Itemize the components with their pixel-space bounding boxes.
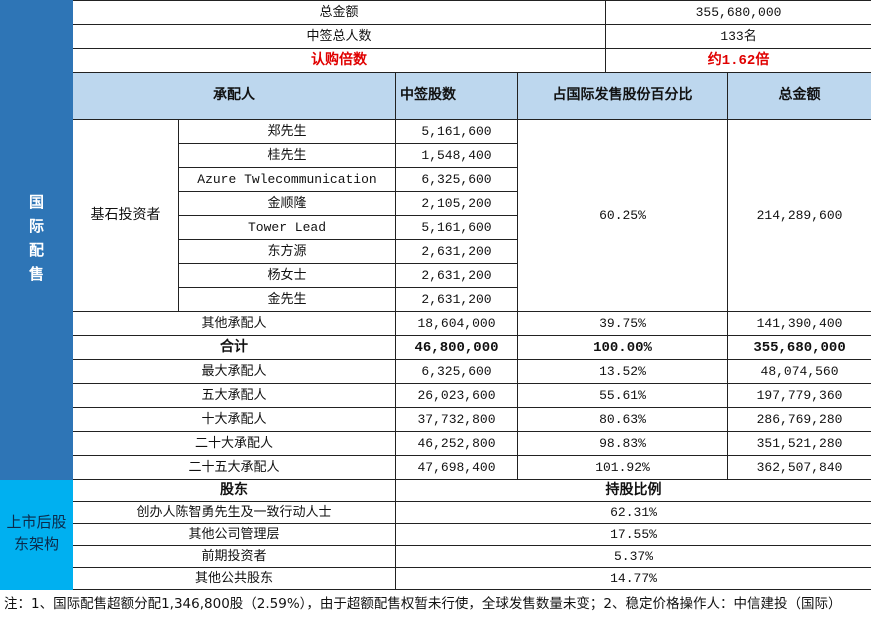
row-shares: 6,325,600 <box>395 359 518 384</box>
subscription-label: 认购倍数 <box>71 48 607 73</box>
header-ratio: 持股比例 <box>394 479 871 502</box>
row-percent: 55.61% <box>516 383 729 408</box>
row-amount: 351,521,280 <box>727 431 871 456</box>
table-row: 东方源 2,631,200 <box>1 239 871 264</box>
investor-shares: 5,161,600 <box>395 119 518 144</box>
section-post-label: 上市后股东架构 <box>6 514 67 554</box>
table-row: 五大承配人 26,023,600 55.61% 197,779,360 <box>1 383 871 408</box>
row-amount: 141,390,400 <box>727 311 871 336</box>
table-row: 二十五大承配人 47,698,400 101.92% 362,507,840 <box>1 455 871 480</box>
row-shares: 26,023,600 <box>395 383 518 408</box>
row-label: 合计 <box>72 335 396 360</box>
table-row: 其他承配人 18,604,000 39.75% 141,390,400 <box>1 311 871 336</box>
holder-ratio: 62.31% <box>394 501 871 524</box>
cornerstone-label: 基石投资者 <box>72 119 179 312</box>
header-shares: 中签股数 <box>395 72 518 120</box>
total-row: 合计 46,800,000 100.00% 355,680,000 <box>1 335 871 360</box>
row-amount: 362,507,840 <box>727 455 871 480</box>
table-row: 金顺隆 2,105,200 <box>1 191 871 216</box>
investor-shares: 2,631,200 <box>395 263 518 288</box>
total-amount-label: 总金额 <box>71 0 607 25</box>
section-post-listing: 上市后股东架构 <box>0 479 73 590</box>
row-label: 最大承配人 <box>72 359 396 384</box>
row-label: 二十大承配人 <box>72 431 396 456</box>
total-amount-row: 国际配售 总金额 355,680,000 <box>0 0 871 480</box>
row-label: 五大承配人 <box>72 383 396 408</box>
holder-ratio: 14.77% <box>394 567 871 590</box>
investor-name: 金先生 <box>178 287 396 312</box>
shareholder-row: 其他公司管理层 17.55% <box>1 523 871 546</box>
investor-name: 金顺隆 <box>178 191 396 216</box>
table-row: 最大承配人 6,325,600 13.52% 48,074,560 <box>1 359 871 384</box>
row-label: 二十五大承配人 <box>72 455 396 480</box>
row-label: 十大承配人 <box>72 407 396 432</box>
row-amount: 197,779,360 <box>727 383 871 408</box>
row-shares: 37,732,800 <box>395 407 518 432</box>
table-row: 桂先生 1,548,400 <box>1 143 871 168</box>
section-intl-placement: 国际配售 <box>0 0 73 480</box>
cornerstone-amount: 214,289,600 <box>727 119 871 312</box>
table-row: 二十大承配人 46,252,800 98.83% 351,521,280 <box>1 431 871 456</box>
holder-name: 前期投资者 <box>72 545 396 568</box>
investor-shares: 2,631,200 <box>395 239 518 264</box>
table-row: 十大承配人 37,732,800 80.63% 286,769,280 <box>1 407 871 432</box>
header-percent: 占国际发售股份百分比 <box>516 72 729 120</box>
table-row: 杨女士 2,631,200 <box>1 263 871 288</box>
holder-name: 创办人陈智勇先生及一致行动人士 <box>72 501 396 524</box>
cornerstone-percent: 60.25% <box>516 119 729 312</box>
holder-ratio: 5.37% <box>394 545 871 568</box>
investor-shares: 6,325,600 <box>395 167 518 192</box>
ipo-allocation-table: 国际配售 总金额 355,680,000 中签总人数 133名 认购倍数 约1.… <box>0 0 871 590</box>
row-amount: 355,680,000 <box>727 335 871 360</box>
investor-shares: 2,105,200 <box>395 191 518 216</box>
row-percent: 13.52% <box>516 359 729 384</box>
shareholder-header-row: 上市后股东架构 股东 持股比例 <box>0 479 871 590</box>
investor-shares: 1,548,400 <box>395 143 518 168</box>
holder-name: 其他公司管理层 <box>72 523 396 546</box>
subscription-value: 约1.62倍 <box>605 48 871 73</box>
row-percent: 80.63% <box>516 407 729 432</box>
investor-name: Tower Lead <box>178 215 396 240</box>
row-amount: 286,769,280 <box>727 407 871 432</box>
investor-name: 杨女士 <box>178 263 396 288</box>
row-shares: 18,604,000 <box>395 311 518 336</box>
header-holder: 股东 <box>72 479 396 502</box>
section-intl-label: 国际配售 <box>28 195 44 284</box>
holder-ratio: 17.55% <box>394 523 871 546</box>
investor-name: 桂先生 <box>178 143 396 168</box>
winners-label: 中签总人数 <box>71 24 607 49</box>
header-row: 承配人 中签股数 占国际发售股份百分比 总金额 <box>1 72 871 120</box>
row-percent: 98.83% <box>516 431 729 456</box>
header-amount: 总金额 <box>727 72 871 120</box>
row-percent: 39.75% <box>516 311 729 336</box>
row-shares: 47,698,400 <box>395 455 518 480</box>
row-percent: 100.00% <box>516 335 729 360</box>
investor-name: 东方源 <box>178 239 396 264</box>
row-shares: 46,800,000 <box>395 335 518 360</box>
winners-row: 中签总人数 133名 <box>1 24 871 49</box>
shareholder-row: 创办人陈智勇先生及一致行动人士 62.31% <box>1 501 871 524</box>
shareholder-row: 其他公共股东 14.77% <box>1 567 871 590</box>
footnote: 注：1、国际配售超额分配1,346,800股（2.59%），由于超额配售权暂未行… <box>4 596 842 612</box>
investor-name: 郑先生 <box>178 119 396 144</box>
table-row: 金先生 2,631,200 <box>1 287 871 312</box>
row-label: 其他承配人 <box>72 311 396 336</box>
row-shares: 46,252,800 <box>395 431 518 456</box>
table-row: Tower Lead 5,161,600 <box>1 215 871 240</box>
investor-shares: 2,631,200 <box>395 287 518 312</box>
subscription-row: 认购倍数 约1.62倍 <box>1 48 871 73</box>
shareholder-row: 前期投资者 5.37% <box>1 545 871 568</box>
row-percent: 101.92% <box>516 455 729 480</box>
investor-name: Azure Twlecommunication <box>178 167 396 192</box>
row-amount: 48,074,560 <box>727 359 871 384</box>
winners-value: 133名 <box>605 24 871 49</box>
investor-shares: 5,161,600 <box>395 215 518 240</box>
total-amount-value: 355,680,000 <box>605 0 871 25</box>
holder-name: 其他公共股东 <box>72 567 396 590</box>
header-underwriter: 承配人 <box>72 72 396 120</box>
table-row: 基石投资者 郑先生 5,161,600 60.25% 214,289,600 <box>1 119 871 312</box>
